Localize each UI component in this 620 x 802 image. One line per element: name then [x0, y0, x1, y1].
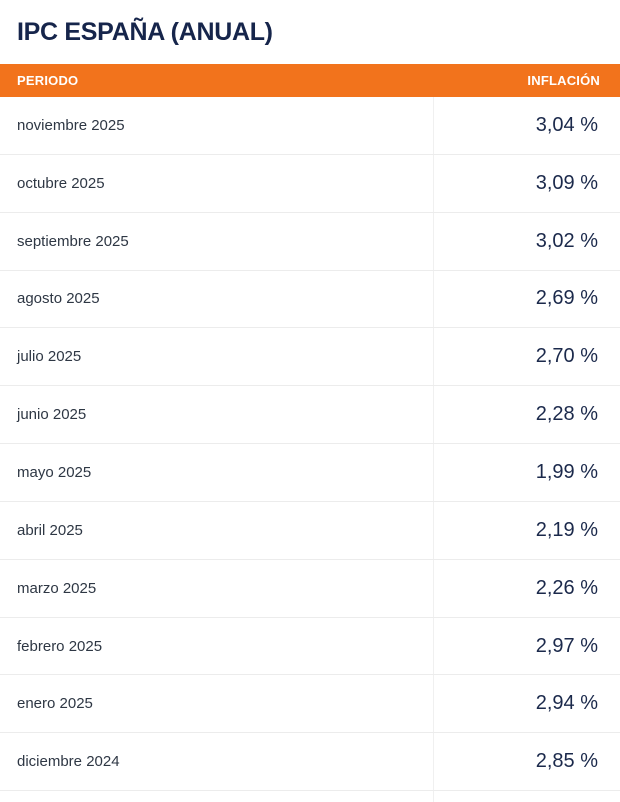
- inflation-cell: 2,97 %: [433, 617, 620, 675]
- table-row-partial: [0, 791, 620, 802]
- period-cell: junio 2025: [17, 406, 87, 424]
- table-row: octubre 2025 3,09 %: [0, 154, 620, 213]
- table-row: abril 2025 2,19 %: [0, 501, 620, 560]
- table-row: junio 2025 2,28 %: [0, 386, 620, 445]
- page-title: IPC ESPAÑA (ANUAL): [17, 18, 273, 46]
- column-header-period: PERIODO: [17, 73, 79, 88]
- period-cell: abril 2025: [17, 521, 83, 539]
- table-body: noviembre 2025 3,04 % octubre 2025 3,09 % se…: [0, 97, 620, 792]
- table-row: septiembre 2025 3,02 %: [0, 212, 620, 271]
- period-cell: noviembre 2025: [17, 116, 125, 134]
- period-cell: julio 2025: [17, 348, 82, 366]
- period-cell: agosto 2025: [17, 290, 100, 308]
- inflation-cell: 2,28 %: [433, 386, 620, 444]
- inflation-cell: 3,04 %: [433, 97, 620, 154]
- table-row: diciembre 2024 2,85 %: [0, 733, 620, 792]
- period-cell: octubre 2025: [17, 174, 105, 192]
- period-cell: febrero 2025: [17, 637, 103, 655]
- inflation-cell: 2,26 %: [433, 559, 620, 617]
- column-header-inflation: INFLACIÓN: [527, 73, 600, 88]
- inflation-cell: 2,70 %: [433, 328, 620, 386]
- table-row: mayo 2025 1,99 %: [0, 444, 620, 502]
- table-header-row: PERIODO INFLACIÓN: [0, 64, 620, 97]
- table-row: julio 2025 2,70 %: [0, 328, 620, 387]
- inflation-cell: 2,19 %: [433, 501, 620, 559]
- period-cell: [0, 791, 433, 802]
- period-cell: diciembre 2024: [17, 753, 120, 771]
- inflation-cell: 3,02 %: [433, 212, 620, 270]
- inflation-cell: 2,94 %: [433, 675, 620, 733]
- inflation-cell: 2,85 %: [433, 733, 620, 791]
- inflation-cell: 2,69 %: [433, 270, 620, 328]
- table-row: noviembre 2025 3,04 %: [0, 97, 620, 155]
- period-cell: septiembre 2025: [17, 232, 129, 250]
- period-cell: marzo 2025: [17, 579, 97, 597]
- inflation-cell: 3,09 %: [433, 154, 620, 212]
- period-cell: mayo 2025: [17, 463, 92, 481]
- inflation-cell: [433, 791, 620, 802]
- inflation-cell: 1,99 %: [433, 444, 620, 501]
- table-row: marzo 2025 2,26 %: [0, 559, 620, 618]
- table-row: febrero 2025 2,97 %: [0, 617, 620, 676]
- table-row: agosto 2025 2,69 %: [0, 270, 620, 329]
- table-row: enero 2025 2,94 %: [0, 675, 620, 734]
- period-cell: enero 2025: [17, 695, 93, 713]
